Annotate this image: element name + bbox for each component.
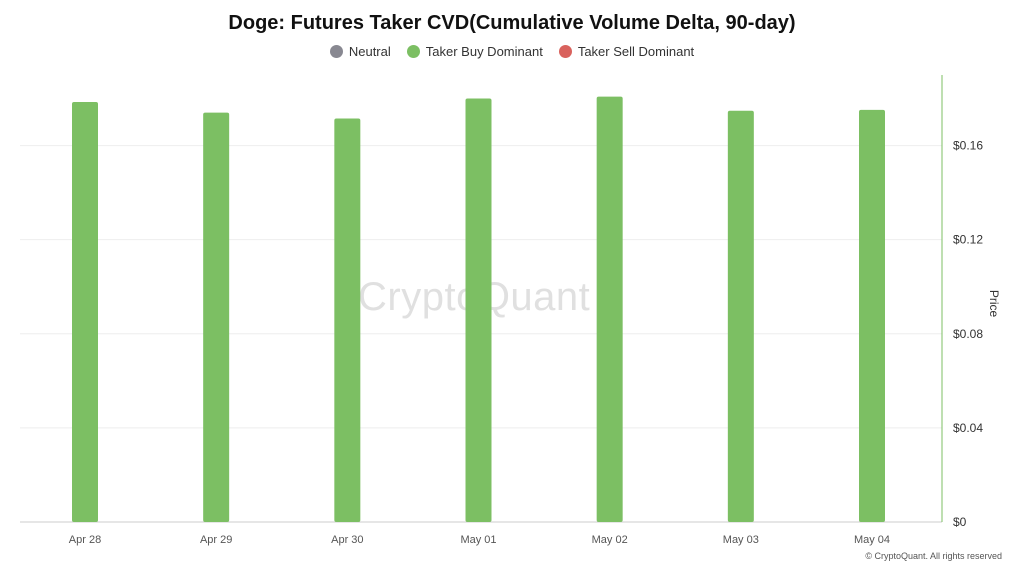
bar[interactable] bbox=[203, 112, 230, 523]
legend-neutral-label: Neutral bbox=[348, 44, 391, 59]
y-axis-title: Price bbox=[987, 290, 1001, 318]
x-tick-label: May 03 bbox=[723, 534, 759, 546]
x-tick-label: Apr 28 bbox=[69, 534, 101, 546]
bar[interactable] bbox=[334, 118, 361, 522]
y-tick-label: $0.08 bbox=[953, 327, 983, 341]
x-tick-label: May 02 bbox=[592, 534, 628, 546]
chart-legend: Neutral Taker Buy Dominant Taker Sell Do… bbox=[0, 44, 1024, 59]
legend-item-neutral[interactable]: Neutral bbox=[329, 44, 391, 59]
legend-taker-sell-label: Taker Sell Dominant bbox=[577, 44, 695, 59]
y-tick-label: $0.04 bbox=[953, 421, 983, 435]
bar[interactable] bbox=[465, 98, 492, 523]
copyright-text: © CryptoQuant. All rights reserved bbox=[865, 551, 1002, 561]
legend-item-taker-buy[interactable]: Taker Buy Dominant bbox=[406, 44, 543, 59]
legend-neutral-marker bbox=[329, 45, 343, 58]
x-tick-label: May 04 bbox=[854, 534, 890, 546]
y-tick-label: $0.16 bbox=[953, 139, 983, 153]
legend-taker-buy-label: Taker Buy Dominant bbox=[425, 44, 543, 59]
bar[interactable] bbox=[727, 110, 754, 522]
bar[interactable] bbox=[72, 102, 98, 522]
legend-item-taker-sell[interactable]: Taker Sell Dominant bbox=[558, 44, 695, 59]
y-tick-label: $0.12 bbox=[953, 233, 983, 247]
y-tick-label: $0 bbox=[953, 515, 967, 529]
bar[interactable] bbox=[859, 109, 885, 523]
legend-taker-buy-marker bbox=[406, 45, 420, 58]
x-tick-label: Apr 29 bbox=[200, 534, 232, 546]
bar[interactable] bbox=[596, 96, 623, 522]
chart-title: Doge: Futures Taker CVD(Cumulative Volum… bbox=[228, 12, 796, 34]
x-tick-label: Apr 30 bbox=[331, 534, 363, 546]
x-tick-label: May 01 bbox=[460, 534, 496, 546]
legend-taker-sell-marker bbox=[558, 45, 572, 58]
